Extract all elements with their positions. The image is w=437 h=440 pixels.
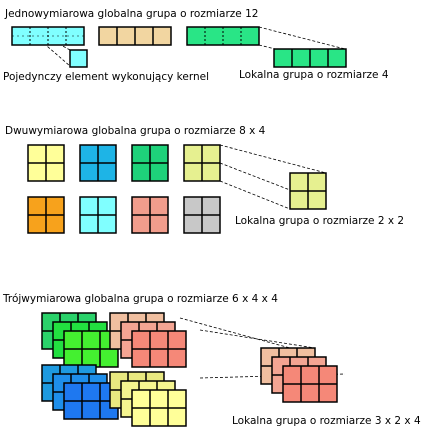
work-group-2d (131, 144, 169, 182)
cube-top-left (41, 312, 119, 368)
projection-line (199, 329, 316, 349)
local-group-2d-label: Lokalna grupa o rozmiarze 2 x 2 (235, 215, 404, 227)
title-3d: Trójwymiarowa globalna grupa o rozmiarze… (2, 293, 278, 305)
projection-line (219, 144, 327, 174)
projection-line (179, 317, 291, 349)
title-2d: Dwuwymiarowa globalna grupa o rozmiarze … (5, 125, 266, 137)
local-group-1d (273, 48, 347, 68)
work-group-2d (183, 144, 221, 182)
projection-line (219, 180, 291, 210)
single-element (69, 49, 88, 68)
local-cube-layers (260, 347, 338, 403)
single-element-label: Pojedynczy element wykonujący kernel (3, 71, 209, 83)
local-group-1d-label: Lokalna grupa o rozmiarze 4 (239, 69, 389, 81)
projection-line (258, 26, 346, 50)
work-group-1d-2 (98, 26, 172, 46)
local-group-3d-label: Lokalna grupa o rozmiarze 3 x 2 x 4 (232, 415, 421, 427)
work-group-2d (131, 196, 169, 234)
work-group-2d (183, 196, 221, 234)
work-group-1d-1 (11, 26, 85, 46)
cube-top-right (109, 312, 187, 368)
work-group-2d (79, 144, 117, 182)
work-group-2d (27, 144, 65, 182)
work-group-2d (79, 196, 117, 234)
section-3d: Trójwymiarowa globalna grupa o rozmiarze… (2, 293, 421, 427)
cube-bottom-left (41, 364, 119, 420)
section-1d: Jednowymiarowa globalna grupa o rozmiarz… (3, 8, 389, 83)
local-group-3d (260, 347, 338, 403)
title-1d: Jednowymiarowa globalna grupa o rozmiarz… (4, 8, 258, 20)
section-2d: Dwuwymiarowa globalna grupa o rozmiarze … (5, 125, 404, 234)
local-group-2d (289, 172, 327, 210)
projection-line (219, 162, 291, 191)
work-group-1d-3 (186, 26, 260, 46)
work-group-3d (41, 312, 187, 427)
cube-bottom-right (109, 371, 187, 427)
work-group-2d (27, 196, 65, 234)
